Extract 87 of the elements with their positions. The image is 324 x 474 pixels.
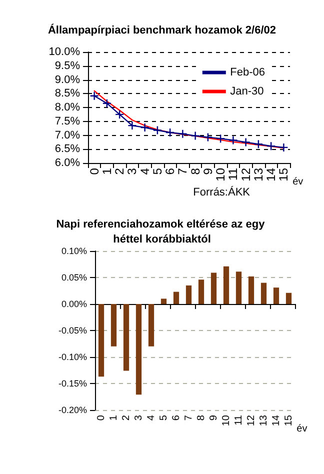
x-tick-label: 9 [208, 414, 220, 421]
x-tick-label: 9 [200, 168, 215, 175]
x-tick-label: 0 [87, 168, 102, 175]
y-tick-label: 7.0% [54, 129, 80, 142]
x-tick-label: 3 [125, 168, 140, 175]
bar [198, 280, 204, 304]
x-tick-label: 6 [170, 414, 182, 421]
point [190, 131, 200, 140]
point [102, 98, 112, 108]
y-tick-label: 10.0% [48, 46, 80, 58]
x-axis-title: év [292, 176, 304, 188]
y-tick-label: 6.0% [54, 157, 80, 169]
chart-title: Napi referenciahozamok eltérése az egy héttel korábbiaktól [56, 218, 268, 246]
point [152, 126, 162, 135]
x-axis-title: év [296, 424, 308, 434]
bar [260, 282, 267, 304]
legend-label: Feb-06 [230, 66, 266, 78]
point [279, 142, 288, 152]
point [216, 134, 226, 144]
x-tick-label: 15 [283, 414, 294, 426]
bar [160, 298, 167, 304]
point [178, 129, 188, 138]
x-tick-label: 4 [138, 168, 152, 175]
y-tick-label: 8.0% [54, 102, 80, 114]
x-tick-label: 10 [214, 168, 228, 182]
x-tick-label: 2 [112, 168, 127, 175]
x-tick-label: 12 [246, 414, 257, 426]
x-tick-label: 2 [120, 414, 132, 421]
y-tick-label: 6.5% [54, 143, 80, 156]
x-tick-label: 4 [146, 414, 157, 421]
legend-label: Jan-30 [230, 86, 264, 98]
y-tick-label: 7.5% [54, 115, 80, 128]
bar [236, 272, 242, 304]
x-tick-label: 5 [150, 168, 164, 175]
text: Forrás:ÁKK [193, 186, 251, 198]
point [266, 141, 276, 151]
x-tick-label: 7 [176, 168, 190, 175]
x-tick-label: 14 [264, 168, 278, 182]
chart-title: Állampapírpiaci benchmark hozamok 2/6/02 [48, 24, 276, 36]
y-tick-label: -0.20% [58, 405, 87, 415]
point [203, 132, 213, 142]
bar [286, 292, 292, 304]
y-tick-label: 0.00% [61, 299, 87, 309]
x-tick-label: 8 [188, 168, 202, 175]
y-tick-label: 0.10% [61, 246, 87, 256]
y-tick-label: 9.0% [54, 74, 80, 86]
y-tick-label: 8.5% [54, 88, 80, 100]
x-tick-label: 12 [238, 168, 253, 182]
x-tick-label: 13 [258, 414, 270, 426]
y-tick-label: 0.05% [61, 272, 87, 282]
y-tick-label: -0.05% [58, 326, 87, 336]
bar [110, 304, 117, 346]
bar [148, 304, 154, 346]
bar [210, 272, 217, 304]
point [114, 110, 124, 120]
bar [248, 276, 254, 304]
x-tick-label: 13 [251, 168, 266, 182]
bar [223, 266, 230, 304]
point [241, 138, 250, 147]
y-tick-label: 9.5% [54, 60, 80, 72]
x-tick-label: 11 [233, 414, 244, 426]
point [90, 91, 99, 100]
x-tick-label: 1 [100, 168, 114, 175]
x-tick-label: 6 [163, 168, 178, 175]
bar [186, 285, 192, 304]
bar [173, 292, 180, 304]
bar [136, 304, 142, 395]
x-tick-label: 8 [196, 414, 207, 421]
y-tick-label: -0.10% [58, 352, 87, 362]
y-tick-label: -0.15% [58, 378, 87, 388]
bar [123, 304, 130, 371]
x-tick-label: 10 [220, 414, 232, 426]
bar [98, 304, 104, 377]
x-tick-label: 3 [133, 414, 144, 421]
point [165, 128, 175, 138]
point [128, 120, 137, 130]
x-tick-label: 0 [96, 414, 107, 421]
point [254, 140, 264, 149]
x-tick-label: 7 [183, 414, 194, 421]
point [140, 122, 150, 132]
bar [273, 288, 280, 304]
x-tick-label: 11 [226, 168, 240, 180]
x-tick-label: 5 [158, 414, 170, 421]
x-tick-label: 14 [270, 414, 282, 426]
x-tick-label: 1 [108, 414, 120, 421]
point [228, 136, 238, 145]
x-tick-label: 15 [276, 168, 291, 182]
